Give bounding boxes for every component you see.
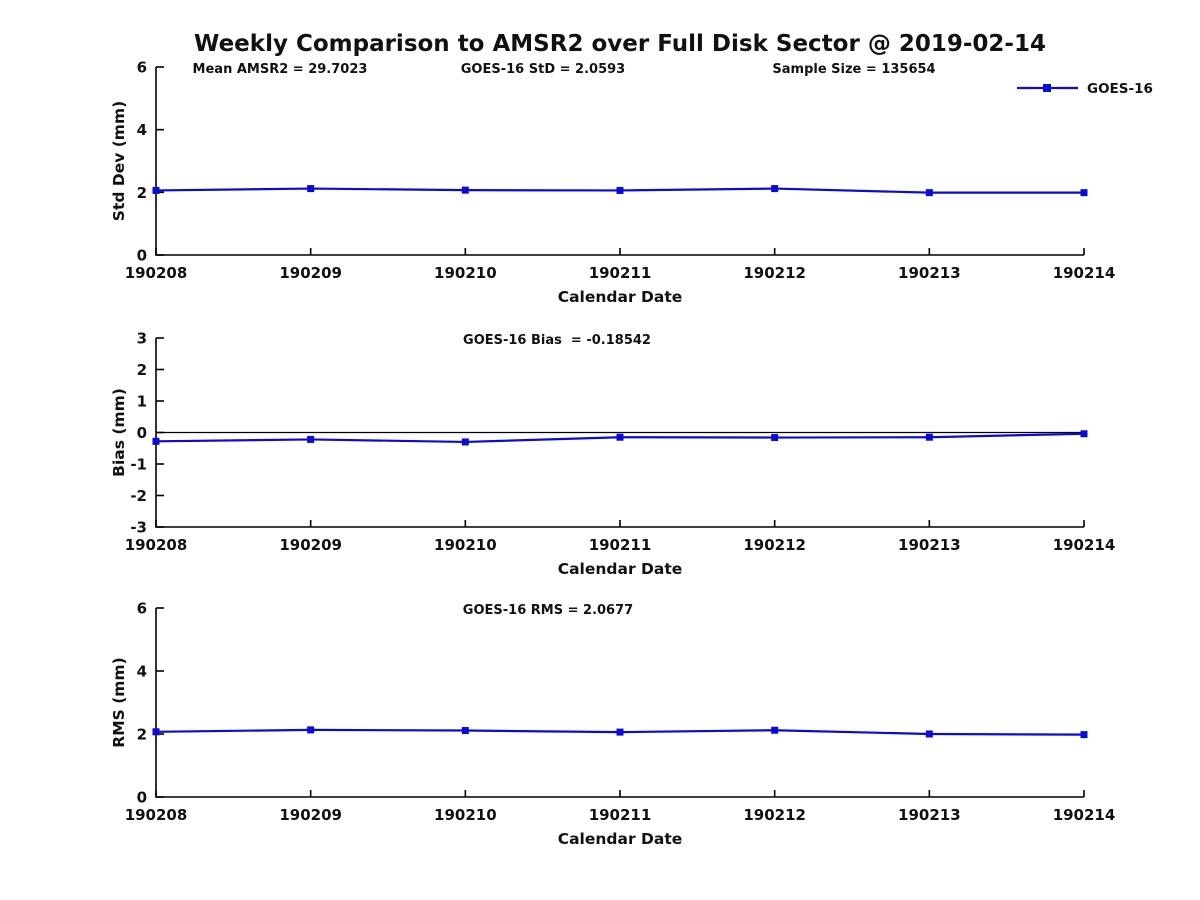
y-tick-label: 0	[137, 424, 147, 442]
y-tick-label: 0	[137, 789, 147, 807]
x-tick-label: 190209	[279, 806, 342, 824]
axis-line	[155, 608, 1084, 798]
data-point-marker	[1080, 430, 1088, 438]
y-tick-label: 6	[137, 59, 147, 77]
x-tick-label: 190208	[125, 806, 188, 824]
data-point-marker	[925, 433, 933, 441]
x-axis-label: Calendar Date	[558, 288, 683, 306]
data-point-marker	[771, 185, 779, 193]
data-point-marker	[771, 434, 779, 442]
y-tick-label: 4	[137, 663, 147, 681]
y-tick-label: 2	[137, 184, 147, 202]
data-point-marker	[152, 437, 160, 445]
legend-marker	[1043, 84, 1051, 92]
data-point-marker	[152, 186, 160, 194]
x-axis-label: Calendar Date	[558, 560, 683, 578]
y-tick-label: 2	[137, 726, 147, 744]
y-tick-label: 6	[137, 600, 147, 618]
x-tick-label: 190208	[125, 536, 188, 554]
x-tick-label: 190212	[743, 806, 806, 824]
x-tick-label: 190209	[279, 264, 342, 282]
x-tick-label: 190214	[1053, 536, 1116, 554]
y-tick-label: 1	[137, 393, 147, 411]
y-axis-label: Bias (mm)	[110, 388, 128, 477]
data-point-marker	[616, 186, 624, 194]
subplot-title: Mean AMSR2 = 29.7023	[193, 62, 368, 77]
x-tick-label: 190213	[898, 536, 961, 554]
data-point-marker	[461, 727, 469, 735]
data-point-marker	[616, 433, 624, 441]
x-tick-label: 190211	[589, 806, 652, 824]
x-tick-label: 190214	[1053, 264, 1116, 282]
subplot-title: Sample Size = 135654	[772, 62, 935, 77]
y-tick-label: 0	[137, 247, 147, 265]
data-point-marker	[771, 726, 779, 734]
x-tick-label: 190210	[434, 264, 497, 282]
x-tick-label: 190213	[898, 264, 961, 282]
subplot-title: GOES-16 Bias = -0.18542	[463, 333, 651, 348]
x-tick-label: 190210	[434, 806, 497, 824]
data-point-marker	[307, 435, 315, 443]
y-axis-label: RMS (mm)	[110, 657, 128, 747]
data-point-marker	[461, 186, 469, 194]
x-tick-label: 190211	[589, 264, 652, 282]
y-tick-label: 4	[137, 121, 147, 139]
subplot-title: GOES-16 RMS = 2.0677	[463, 603, 633, 618]
x-tick-label: 190208	[125, 264, 188, 282]
x-tick-label: 190213	[898, 806, 961, 824]
axis-line	[155, 67, 1084, 256]
x-tick-label: 190211	[589, 536, 652, 554]
y-axis-label: Std Dev (mm)	[110, 101, 128, 221]
x-axis-label: Calendar Date	[558, 830, 683, 848]
data-point-marker	[307, 185, 315, 193]
y-tick-label: -2	[130, 487, 147, 505]
data-point-marker	[152, 728, 160, 736]
subplot-title: GOES-16 StD = 2.0593	[461, 62, 625, 77]
x-tick-label: 190210	[434, 536, 497, 554]
y-tick-label: -1	[130, 456, 147, 474]
data-point-marker	[307, 726, 315, 734]
x-tick-label: 190212	[743, 536, 806, 554]
x-tick-label: 190209	[279, 536, 342, 554]
x-tick-label: 190212	[743, 264, 806, 282]
data-point-marker	[616, 728, 624, 736]
y-tick-label: 2	[137, 361, 147, 379]
x-tick-label: 190214	[1053, 806, 1116, 824]
legend-label: GOES-16	[1087, 81, 1153, 97]
data-point-marker	[1080, 731, 1088, 739]
y-tick-label: 3	[137, 330, 147, 348]
y-tick-label: -3	[130, 519, 147, 537]
data-point-marker	[925, 189, 933, 197]
data-point-marker	[925, 730, 933, 738]
figure-title: Weekly Comparison to AMSR2 over Full Dis…	[194, 31, 1046, 57]
data-point-marker	[1080, 189, 1088, 197]
data-point-marker	[461, 438, 469, 446]
